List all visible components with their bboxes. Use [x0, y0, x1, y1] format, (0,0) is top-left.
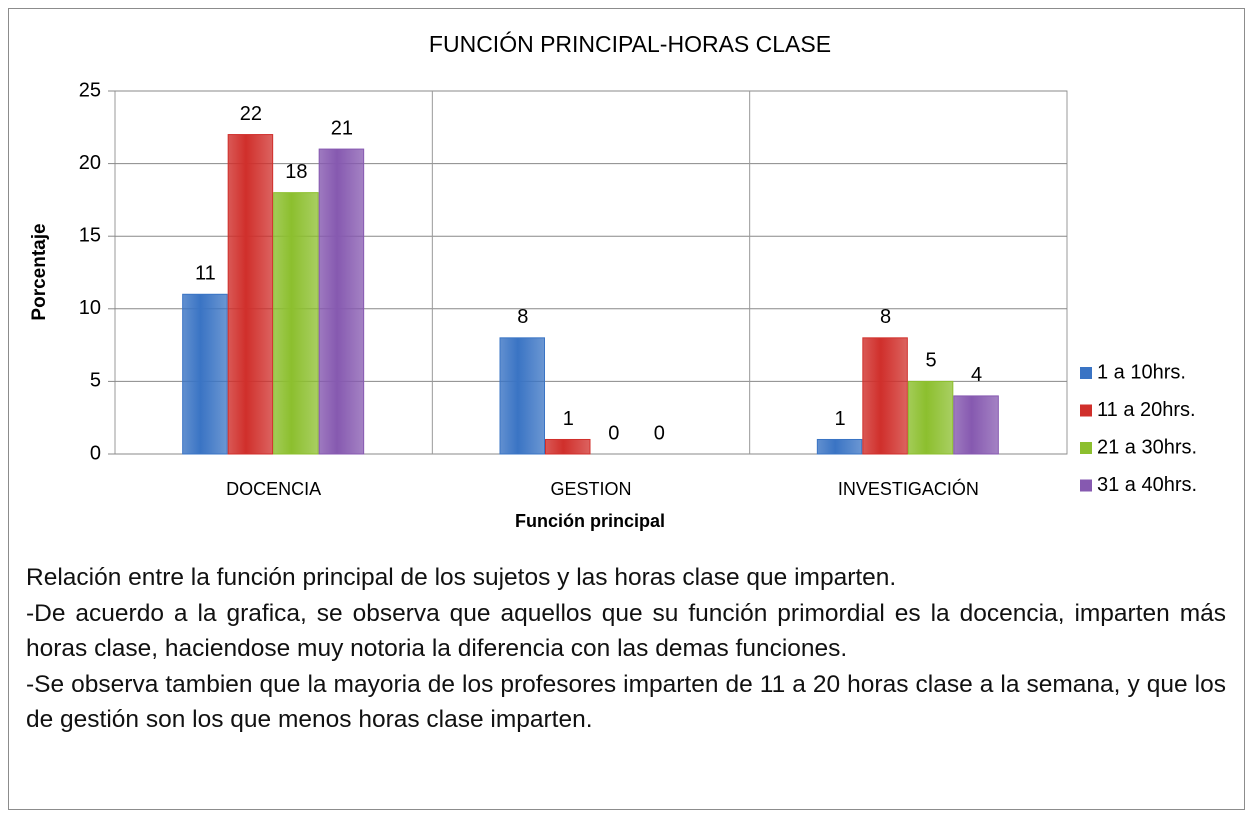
- data-label: 22: [240, 103, 262, 125]
- chart: FUNCIÓN PRINCIPAL-HORAS CLASE Función pr…: [29, 31, 1197, 531]
- bar: [953, 395, 999, 455]
- data-label: 0: [608, 422, 619, 444]
- bar: [273, 192, 319, 455]
- y-tick-label: 5: [90, 370, 101, 392]
- data-label: 8: [517, 306, 528, 328]
- data-label: 18: [285, 161, 307, 183]
- bar: [907, 380, 954, 455]
- data-label: 4: [971, 364, 982, 386]
- bar: [545, 438, 591, 455]
- y-tick-label: 0: [90, 442, 101, 464]
- data-label: 1: [563, 408, 574, 430]
- y-tick-label: 25: [79, 79, 101, 101]
- x-tick-label: DOCENCIA: [226, 479, 321, 499]
- data-label: 0: [654, 422, 665, 444]
- paragraph: Relación entre la función principal de l…: [26, 564, 897, 591]
- paragraph: -De acuerdo a la grafica, se observa que…: [26, 599, 1226, 663]
- bar: [862, 337, 908, 455]
- chart-title: FUNCIÓN PRINCIPAL-HORAS CLASE: [429, 31, 831, 57]
- y-tick-label: 20: [79, 152, 101, 174]
- bar: [227, 134, 274, 455]
- legend-label: 31 a 40hrs.: [1097, 474, 1197, 496]
- data-label: 11: [195, 263, 216, 285]
- bar: [816, 438, 863, 455]
- frame: [8, 8, 1245, 810]
- x-tick-label: INVESTIGACIÓN: [838, 478, 979, 499]
- bar: [499, 337, 545, 455]
- bar: [318, 148, 365, 455]
- paragraph: -Se observa tambien que la mayoria de lo…: [26, 670, 1226, 734]
- legend-label: 21 a 30hrs.: [1097, 436, 1197, 458]
- x-tick-label: GESTION: [550, 479, 631, 499]
- x-axis-label: Función principal: [515, 511, 665, 531]
- legend-label: 1 a 10hrs.: [1097, 361, 1186, 383]
- y-tick-label: 15: [79, 224, 101, 246]
- y-tick-label: 10: [79, 297, 101, 319]
- legend-swatch: [1080, 404, 1092, 417]
- description: Relación entre la función principal de l…: [26, 560, 1226, 738]
- data-label: 21: [331, 117, 353, 139]
- data-label: 8: [880, 306, 891, 328]
- y-axis-label: Porcentaje: [29, 223, 50, 320]
- legend-swatch: [1080, 442, 1092, 454]
- legend-swatch: [1080, 479, 1092, 492]
- data-label: 1: [835, 408, 846, 430]
- legend-label: 11 a 20hrs.: [1097, 399, 1196, 421]
- data-label: 5: [926, 350, 937, 372]
- bar: [182, 293, 228, 455]
- legend-swatch: [1080, 367, 1092, 379]
